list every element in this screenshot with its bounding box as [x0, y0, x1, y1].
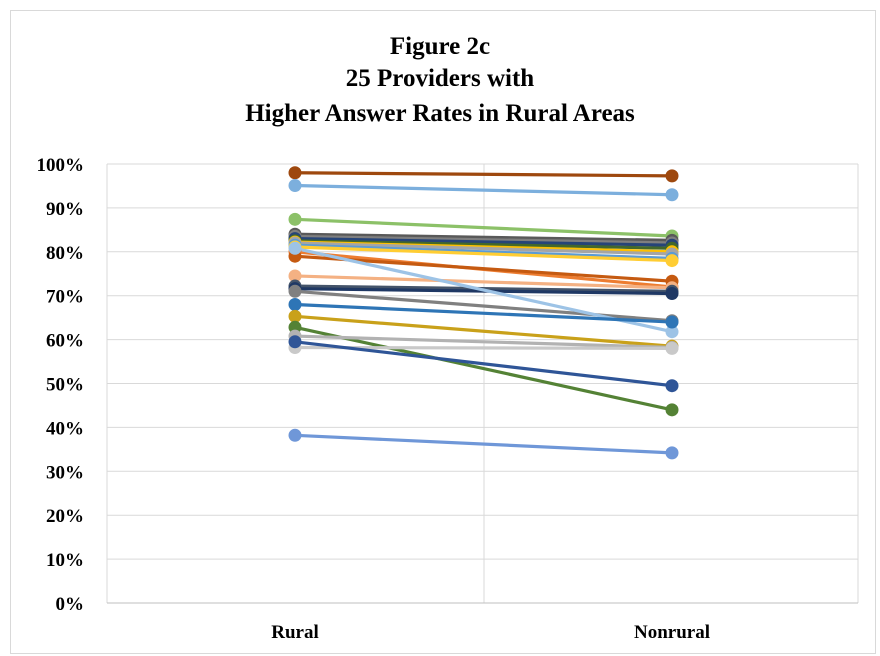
y-tick-label: 70%: [46, 287, 84, 308]
series-line: [293, 234, 674, 245]
y-tick-label: 50%: [46, 375, 84, 396]
gridlines: [106, 163, 859, 604]
data-point: [288, 284, 302, 298]
series-line: [293, 314, 674, 348]
series-line: [293, 254, 674, 283]
y-tick-label: 80%: [46, 243, 84, 264]
series-line: [293, 171, 674, 178]
series-line: [293, 325, 674, 412]
data-point: [288, 166, 302, 180]
x-tick-label: Nonrural: [634, 622, 710, 643]
chart-frame: [10, 10, 876, 654]
data-point: [288, 212, 302, 226]
y-tick-label: 0%: [56, 594, 85, 615]
series-line: [293, 239, 674, 250]
series-line: [293, 302, 674, 324]
series-line: [293, 237, 674, 247]
data-point: [288, 297, 302, 311]
data-point: [665, 254, 679, 268]
series-line: [293, 232, 674, 242]
series-line: [293, 217, 674, 238]
y-tick-label: 100%: [37, 155, 85, 176]
y-tick-label: 20%: [46, 506, 84, 527]
data-point: [665, 446, 679, 460]
data-point: [665, 325, 679, 339]
y-tick-label: 40%: [46, 418, 84, 439]
chart-title-line-2: 25 Providers with: [345, 65, 535, 92]
data-point: [288, 269, 302, 283]
data-point: [665, 315, 679, 329]
data-point: [665, 188, 679, 202]
y-axis-tick-labels: 0% 10% 20% 30% 40% 50% 60% 70% 80% 90% 100%: [37, 155, 85, 615]
x-axis-tick-labels: Rural Nonrural: [271, 622, 710, 643]
series-line: [293, 340, 674, 388]
series-line: [293, 433, 674, 455]
series-points: [288, 166, 679, 460]
series-line: [293, 245, 674, 263]
data-point: [665, 287, 679, 301]
series-line: [293, 289, 674, 323]
series-line: [293, 241, 674, 256]
series-lines: [293, 171, 674, 455]
data-point: [288, 335, 302, 349]
data-point: [665, 169, 679, 183]
x-tick-label: Rural: [271, 622, 319, 643]
chart-title-line-3: Higher Answer Rates in Rural Areas: [245, 100, 635, 127]
y-tick-label: 90%: [46, 199, 84, 220]
series-line: [293, 334, 674, 350]
data-point: [665, 403, 679, 417]
y-tick-label: 60%: [46, 331, 84, 352]
data-point: [288, 428, 302, 442]
y-tick-label: 30%: [46, 462, 84, 483]
series-line: [293, 243, 674, 260]
data-point: [288, 179, 302, 193]
data-point: [288, 241, 302, 255]
chart-title-line-1: Figure 2c: [389, 33, 491, 60]
y-tick-label: 10%: [46, 550, 84, 571]
data-point: [665, 379, 679, 393]
data-point: [665, 341, 679, 355]
series-line: [293, 183, 674, 197]
data-point: [288, 309, 302, 323]
series-line: [293, 274, 674, 290]
